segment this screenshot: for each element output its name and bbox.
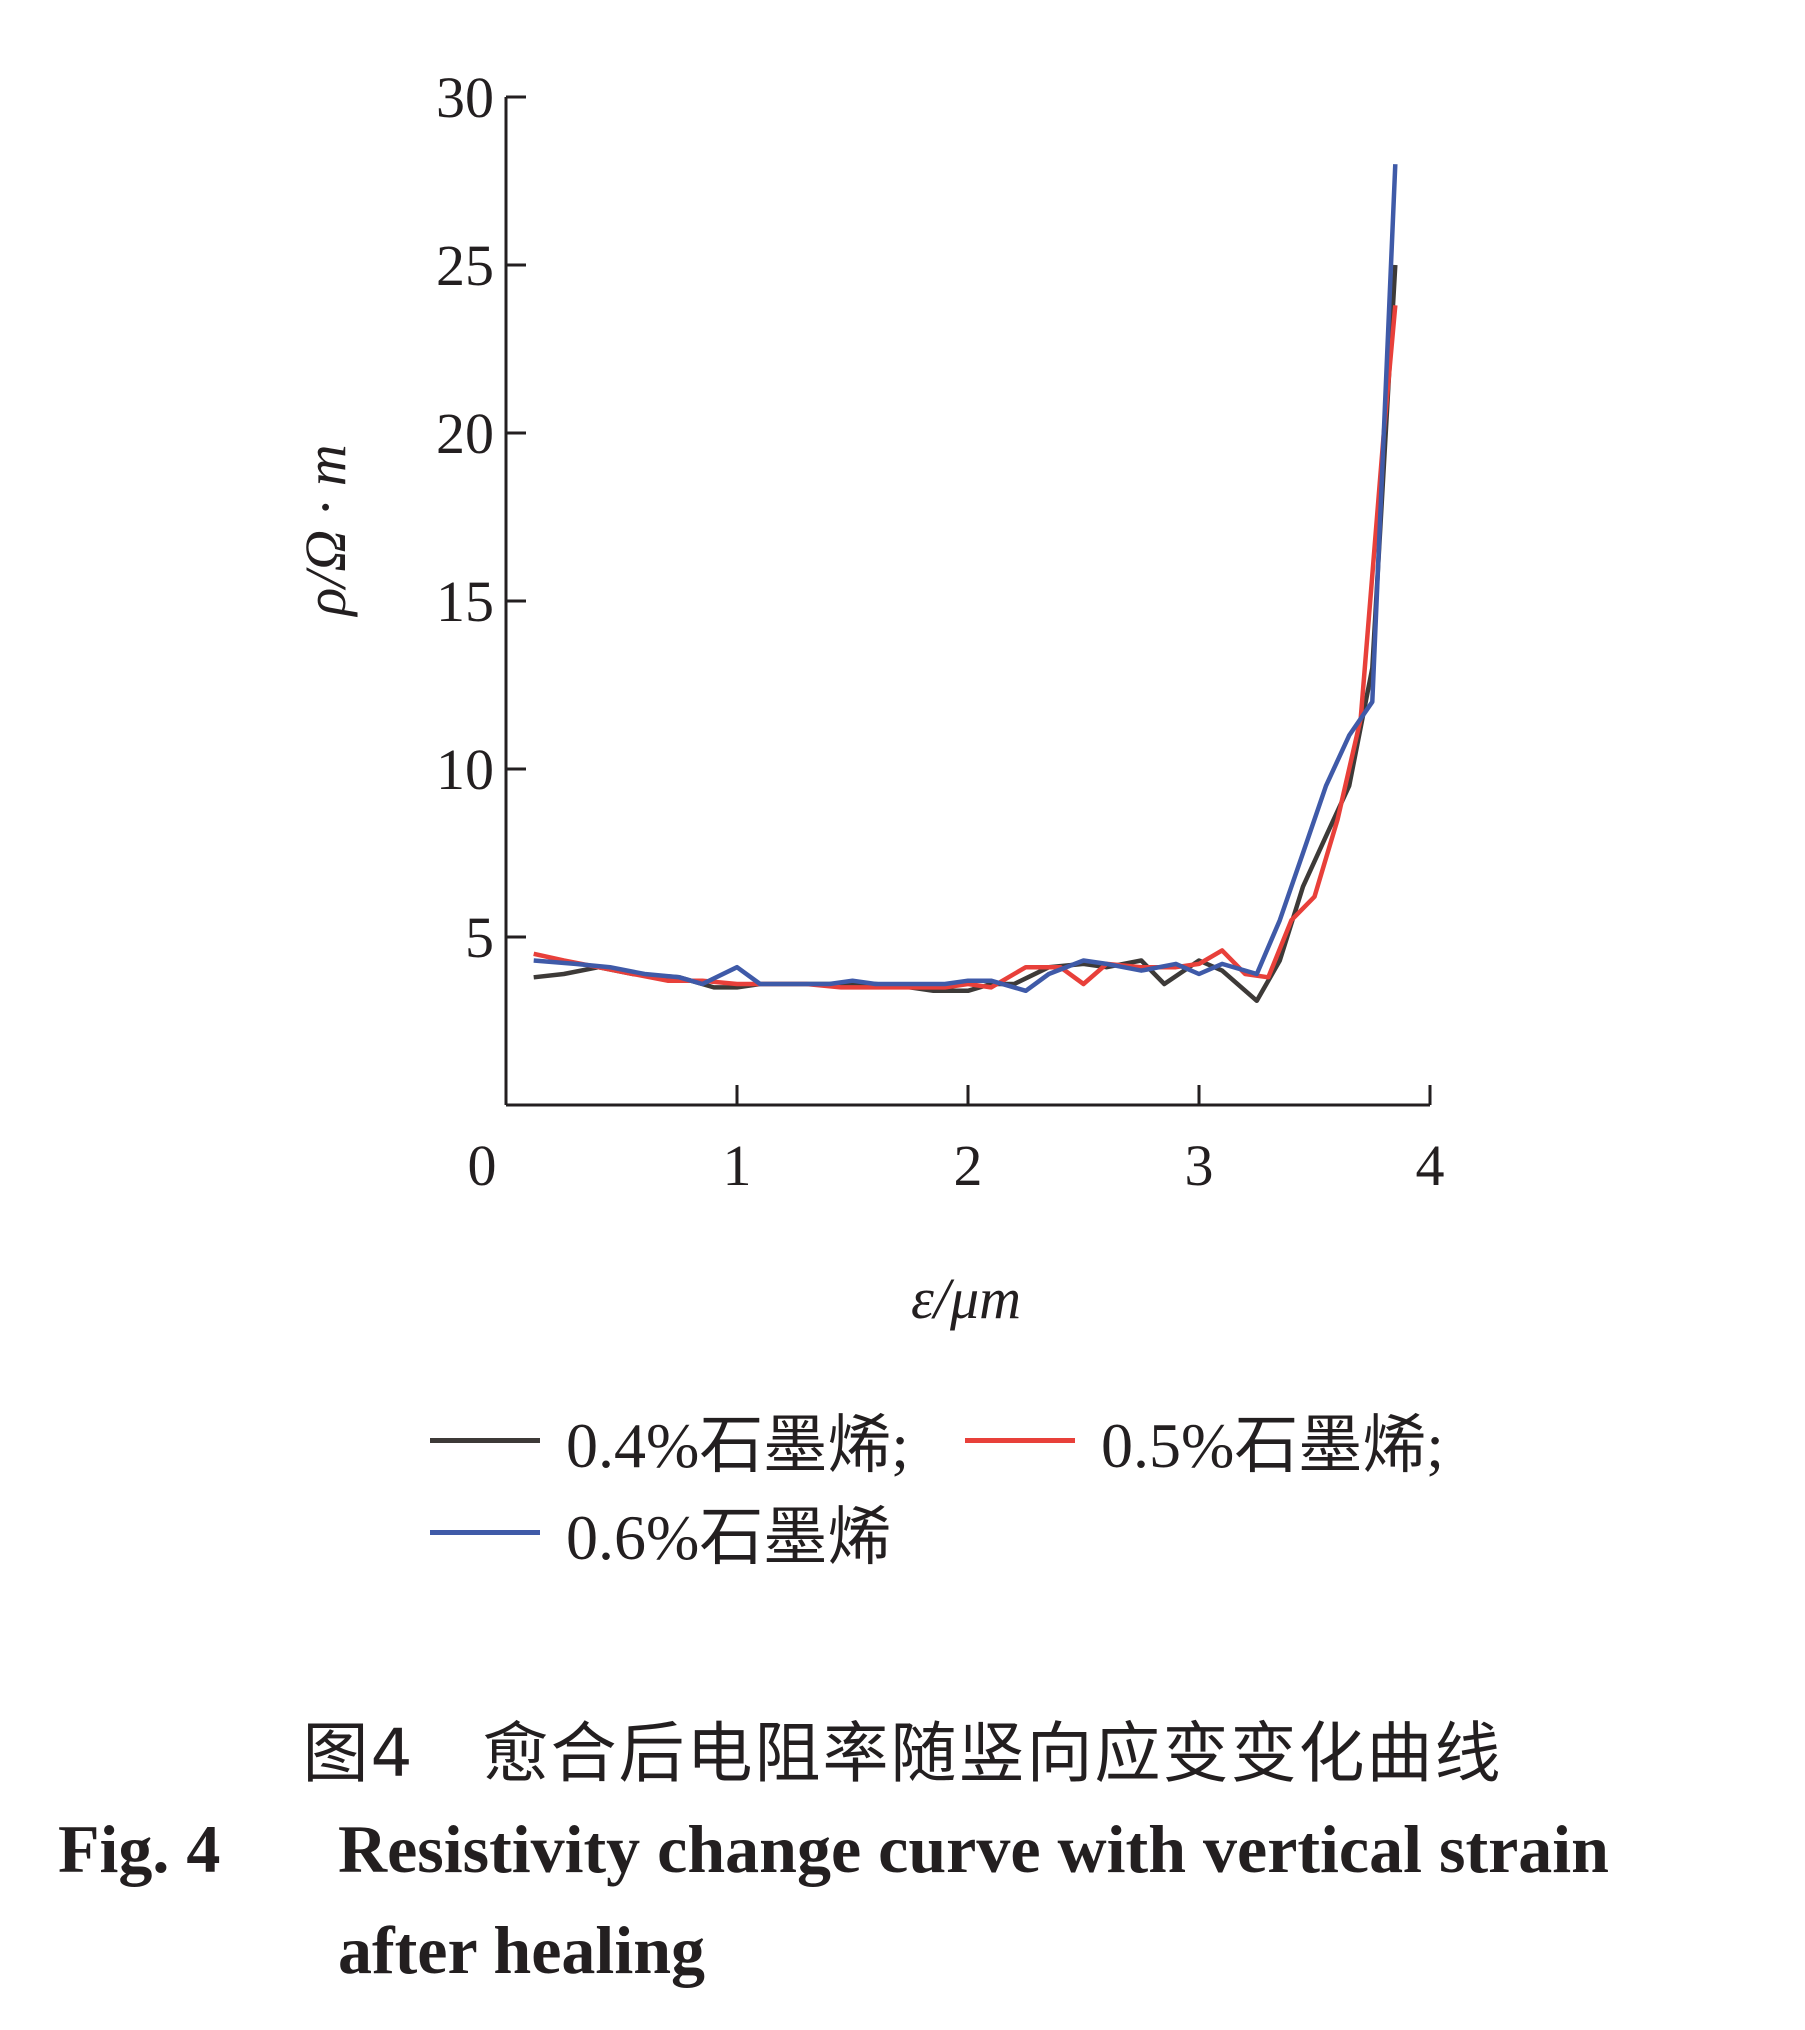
legend-item-1: 0.5%石墨烯;: [965, 1400, 1444, 1481]
legend-swatch-2: [430, 1529, 540, 1535]
x-tick-label-3: 3: [1185, 1133, 1214, 1198]
chart-axes: [504, 97, 1430, 1107]
figure-caption-en: Fig. 4 Resistivity change curve with vert…: [58, 1810, 1758, 1990]
y-tick-label-2: 15: [436, 569, 494, 634]
caption-en-line2: after healing: [338, 1912, 706, 1988]
legend-label-0: 0.4%石墨烯;: [566, 1410, 910, 1481]
figure-number: Fig. 4: [58, 1811, 221, 1887]
legend-label-1: 0.5%石墨烯;: [1101, 1410, 1445, 1481]
legend-swatch-0: [430, 1437, 540, 1443]
y-tick-label-3: 20: [436, 401, 494, 466]
x-axis-title: ε/μm: [911, 1266, 1021, 1331]
legend-item-2: 0.6%石墨烯: [430, 1492, 891, 1573]
chart-canvas: 0 1 2 3 4 5 10 15 20 25 30 ε/μm ρ/Ω · m: [293, 65, 1445, 1331]
y-tick-label-4: 25: [436, 233, 494, 298]
series-line-1: [533, 305, 1398, 990]
legend-label-2: 0.6%石墨烯: [566, 1502, 892, 1573]
figure-caption-cn: 图4 愈合后电阻率随竖向应变变化曲线: [302, 1715, 1503, 1792]
legend-swatch-1: [965, 1437, 1075, 1443]
chart-ticks: 0 1 2 3 4 5 10 15 20 25 30: [436, 65, 1445, 1198]
series-line-0: [533, 264, 1398, 1004]
x-tick-label-0: 0: [468, 1133, 497, 1198]
y-tick-label-5: 30: [436, 65, 494, 130]
y-tick-label-1: 10: [436, 737, 494, 802]
caption-en-line1: Resistivity change curve with vertical s…: [338, 1811, 1609, 1887]
x-tick-label-2: 2: [954, 1133, 983, 1198]
x-tick-label-4: 4: [1416, 1133, 1445, 1198]
x-tick-label-1: 1: [723, 1133, 752, 1198]
series-line-2: [533, 164, 1398, 994]
y-tick-label-0: 5: [465, 905, 494, 970]
y-axis-title: ρ/Ω · m: [293, 444, 358, 617]
chart-series-group: [533, 164, 1398, 1004]
chart-legend: 0.4%石墨烯; 0.5%石墨烯; 0.6%石墨烯: [430, 1400, 1530, 1620]
legend-item-0: 0.4%石墨烯;: [430, 1400, 909, 1481]
